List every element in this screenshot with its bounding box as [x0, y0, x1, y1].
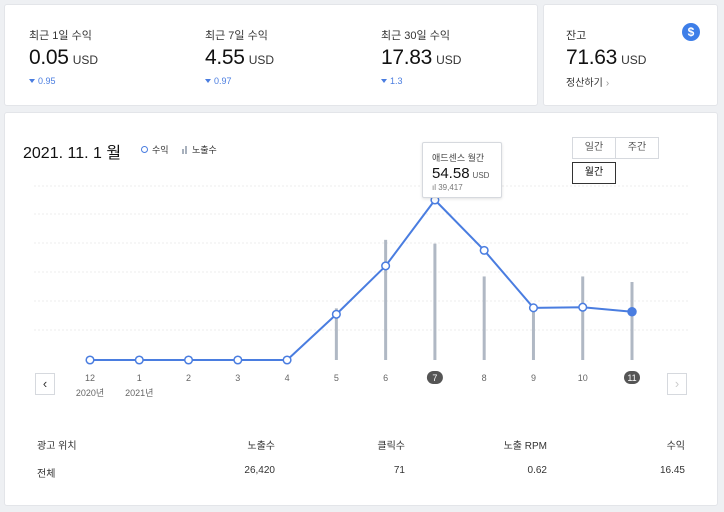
down-triangle-icon: [381, 79, 387, 83]
table-cell-clicks: 71: [393, 465, 405, 476]
table-header-placement: 광고 위치: [37, 441, 77, 452]
prev-arrow-button[interactable]: ‹: [35, 373, 55, 395]
stat-label-30day: 최근 30일 수익: [381, 30, 450, 42]
dollar-icon: $: [682, 23, 700, 41]
legend-impressions: 노출수: [182, 143, 217, 156]
tab-weekly[interactable]: 주간: [615, 137, 659, 159]
table-header-revenue: 수익: [666, 441, 685, 452]
stat-delta-7day: 0.97: [205, 76, 232, 86]
table-header-clicks: 클릭수: [377, 441, 405, 452]
stat-value-30day: 17.83 USD: [381, 46, 462, 69]
balance-card: 잔고 $ 71.63 USD 정산하기 ›: [543, 4, 718, 106]
chart-card: 2021. 11. 1 월 수익 노출수 일간 주간 월간 ‹ › 광고 위치 …: [4, 112, 718, 506]
settle-link[interactable]: 정산하기 ›: [566, 78, 610, 89]
down-triangle-icon: [29, 79, 35, 83]
tooltip-title: 애드센스 월간: [432, 153, 485, 163]
stat-value-7day: 4.55 USD: [205, 46, 275, 69]
tab-daily[interactable]: 일간: [572, 137, 616, 159]
summary-card: 최근 1일 수익 0.05 USD 0.95 최근 7일 수익 4.55 USD 0…: [4, 4, 538, 106]
stat-delta-1day: 0.95: [29, 76, 56, 86]
bars-icon: ıl: [432, 183, 439, 192]
table-cell-impressions: 26,420: [244, 465, 275, 476]
table-cell-revenue: 16.45: [659, 465, 685, 476]
tab-monthly[interactable]: 월간: [572, 162, 616, 184]
balance-label: 잔고: [566, 30, 587, 42]
period-title: 2021. 11. 1 월: [23, 145, 122, 162]
legend-revenue: 수익: [141, 143, 169, 156]
table-cell-placement: 전체: [37, 469, 56, 480]
chevron-right-icon: ›: [605, 78, 610, 89]
stat-label-7day: 최근 7일 수익: [205, 30, 268, 42]
balance-value: 71.63 USD: [566, 46, 647, 69]
bars-icon: [182, 145, 188, 154]
down-triangle-icon: [205, 79, 211, 83]
stat-label-1day: 최근 1일 수익: [29, 30, 92, 42]
next-arrow-button[interactable]: ›: [667, 373, 687, 395]
table-header-rpm: 노출 RPM: [503, 441, 547, 452]
table-header-impressions: 노출수: [247, 441, 275, 452]
chart-tooltip: 애드센스 월간 54.58 USD ıl 39,417: [422, 142, 502, 198]
stat-value-1day: 0.05 USD: [29, 46, 99, 69]
tooltip-value: 54.58 USD: [432, 165, 490, 182]
circle-marker-icon: [141, 146, 148, 153]
table-cell-rpm: 0.62: [527, 465, 547, 476]
stat-delta-30day: 1.3: [381, 76, 403, 86]
tooltip-impressions: ıl 39,417: [432, 183, 463, 192]
